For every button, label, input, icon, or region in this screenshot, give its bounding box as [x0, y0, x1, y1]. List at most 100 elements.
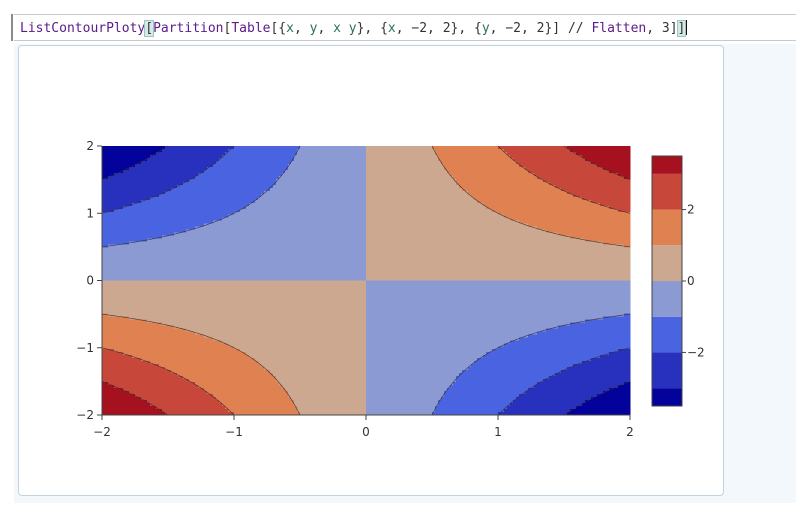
contour-cell	[168, 190, 172, 195]
contour-cell	[327, 178, 331, 183]
contour-cell	[600, 208, 604, 213]
contour-cell	[171, 202, 175, 207]
contour-cell	[354, 202, 358, 207]
contour-cell	[156, 146, 160, 150]
contour-cell	[471, 166, 475, 171]
contour-cell	[114, 220, 118, 225]
contour-cell	[363, 193, 367, 198]
contour-cell	[621, 166, 625, 171]
contour-cell	[141, 217, 145, 222]
contour-cell	[348, 220, 352, 225]
contour-cell	[438, 226, 442, 231]
contour-cell	[591, 187, 595, 192]
contour-cell	[621, 169, 625, 174]
contour-cell	[483, 211, 487, 216]
contour-cell	[201, 190, 205, 195]
contour-cell	[174, 217, 178, 222]
contour-cell	[240, 205, 244, 210]
contour-cell	[144, 160, 148, 165]
input-cell-bracket[interactable]	[11, 14, 13, 41]
contour-cell	[618, 196, 622, 201]
contour-cell	[324, 208, 328, 213]
contour-cell	[384, 214, 388, 219]
contour-cell	[351, 148, 355, 153]
contour-cell	[210, 178, 214, 183]
contour-cell	[537, 205, 541, 210]
contour-cell	[588, 172, 592, 177]
contour-cell	[333, 178, 337, 183]
contour-cell	[315, 184, 319, 189]
contour-cell	[510, 193, 514, 198]
contour-cell	[489, 172, 493, 177]
contour-cell	[174, 181, 178, 186]
contour-cell	[228, 211, 232, 216]
contour-cell	[243, 175, 247, 180]
contour-cell	[288, 163, 292, 168]
contour-cell	[228, 196, 232, 201]
code-line[interactable]: ListContourPloty[Partition[Table[{x, y, …	[20, 20, 688, 37]
contour-cell	[306, 184, 310, 189]
contour-cell	[120, 217, 124, 222]
contour-cell	[285, 199, 289, 204]
contour-cell	[264, 151, 268, 156]
contour-cell	[111, 214, 115, 219]
contour-cell	[348, 208, 352, 213]
contour-cell	[486, 166, 490, 171]
contour-cell	[609, 181, 613, 186]
contour-cell	[609, 178, 613, 183]
contour-cell	[453, 190, 457, 195]
contour-cell	[231, 151, 235, 156]
contour-cell	[234, 160, 238, 165]
contour-cell	[600, 172, 604, 177]
contour-cell	[192, 154, 196, 159]
contour-cell	[456, 223, 460, 228]
contour-cell	[279, 151, 283, 156]
contour-cell	[327, 205, 331, 210]
contour-cell	[369, 166, 373, 171]
contour-cell	[543, 184, 547, 189]
contour-cell	[528, 226, 532, 231]
contour-cell	[525, 154, 529, 159]
input-cell[interactable]: ListContourPloty[Partition[Table[{x, y, …	[14, 14, 796, 41]
contour-cell	[552, 169, 556, 174]
contour-cell	[399, 178, 403, 183]
contour-cell	[198, 181, 202, 186]
contour-cell	[417, 184, 421, 189]
contour-cell	[294, 226, 298, 231]
contour-cell	[180, 163, 184, 168]
contour-cell	[390, 193, 394, 198]
contour-cell	[354, 208, 358, 213]
contour-cell	[438, 166, 442, 171]
contour-cell	[498, 181, 502, 186]
contour-cell	[591, 146, 595, 150]
contour-cell	[132, 181, 136, 186]
contour-cell	[426, 211, 430, 216]
contour-cell	[210, 205, 214, 210]
contour-cell	[585, 175, 589, 180]
contour-cell	[189, 169, 193, 174]
contour-cell	[372, 223, 376, 228]
contour-cell	[480, 166, 484, 171]
contour-cell	[267, 181, 271, 186]
contour-cell	[534, 220, 538, 225]
contour-cell	[345, 160, 349, 165]
contour-cell	[258, 181, 262, 186]
contour-cell	[486, 226, 490, 231]
contour-cell	[204, 169, 208, 174]
contour-cell	[585, 154, 589, 159]
contour-cell	[504, 220, 508, 225]
contour-cell	[249, 211, 253, 216]
contour-cell	[546, 151, 550, 156]
contour-cell	[441, 208, 445, 213]
contour-cell	[324, 211, 328, 216]
contour-cell	[276, 172, 280, 177]
contour-cell	[153, 148, 157, 153]
contour-cell	[597, 208, 601, 213]
contour-cell	[603, 199, 607, 204]
contour-cell	[357, 223, 361, 228]
contour-cell	[480, 193, 484, 198]
contour-cell	[606, 217, 610, 222]
contour-cell	[561, 178, 565, 183]
contour-cell	[138, 223, 142, 228]
